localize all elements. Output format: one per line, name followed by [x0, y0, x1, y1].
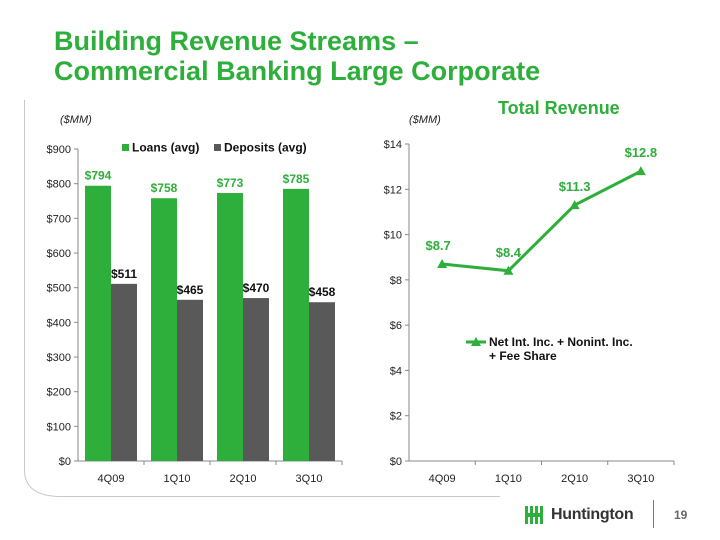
bar-y-tick-label: $600: [47, 248, 71, 260]
legend-line-label-2: + Fee Share: [489, 349, 557, 363]
legend-deposits-swatch: [214, 144, 221, 151]
line-x-tick-label: 4Q09: [429, 473, 456, 485]
legend-loans-label: Loans (avg): [132, 141, 199, 155]
frame-line-left: [24, 100, 25, 470]
bar-y-tick-label: $900: [47, 144, 71, 156]
bar-y-tick-label: $500: [47, 283, 71, 295]
bar-y-tick-label: $800: [47, 179, 71, 191]
line-chart-unit-label: ($MM): [409, 114, 441, 126]
legend-marker-icon: [471, 337, 481, 346]
deposits-data-label: $458: [309, 285, 336, 299]
deposits-data-label: $470: [243, 281, 270, 295]
bar-y-tick-label: $300: [47, 352, 71, 364]
revenue-point-marker: [437, 259, 448, 269]
legend-loans-swatch: [122, 144, 129, 151]
line-y-tick-label: $2: [390, 411, 402, 423]
revenue-point-marker: [569, 200, 580, 210]
frame-line-bottom: [60, 496, 500, 497]
huntington-logo-icon: [525, 506, 543, 524]
title-line-2: Commercial Banking Large Corporate: [54, 56, 541, 86]
loans-data-label: $773: [217, 176, 244, 190]
bar-y-tick-label: $100: [47, 421, 71, 433]
huntington-logo: Huntington: [525, 506, 634, 524]
line-y-tick-label: $14: [384, 139, 402, 151]
line-x-tick-label: 3Q10: [627, 473, 654, 485]
legend-line-label-1: Net Int. Inc. + Nonint. Inc.: [489, 335, 633, 349]
loans-data-label: $794: [85, 169, 112, 183]
page-number: 19: [674, 508, 688, 522]
bar-y-tick-label: $700: [47, 213, 71, 225]
loans-data-label: $785: [283, 172, 310, 186]
logo-divider: [653, 500, 654, 528]
deposits-bar: [177, 299, 203, 461]
revenue-data-label: $8.4: [496, 245, 522, 260]
revenue-line: [441, 169, 642, 273]
line-x-tick-label: 2Q10: [561, 473, 588, 485]
loans-data-label: $758: [151, 181, 178, 195]
loans-bar: [217, 193, 243, 461]
bar-y-tick-label: $200: [47, 387, 71, 399]
bar-x-tick-label: 4Q09: [98, 473, 125, 485]
chart-subtitle: Total Revenue: [498, 98, 620, 118]
bar-x-tick-label: 3Q10: [296, 473, 323, 485]
revenue-data-label: $8.7: [425, 238, 450, 253]
revenue-point-marker: [503, 265, 514, 275]
line-y-tick-label: $8: [390, 275, 402, 287]
revenue-point-marker: [635, 166, 646, 176]
line-y-tick-label: $10: [384, 230, 402, 242]
line-y-tick-label: $0: [390, 456, 402, 468]
deposits-data-label: $511: [111, 267, 137, 281]
logo-text: Huntington: [551, 506, 634, 523]
revenue-data-label: $11.3: [559, 179, 591, 194]
line-x-tick-label: 1Q10: [495, 473, 522, 485]
bar-chart-unit-label: ($MM): [60, 114, 92, 126]
revenue-data-label: $12.8: [625, 145, 658, 160]
slide-title: Building Revenue Streams – Commercial Ba…: [54, 26, 540, 86]
line-y-tick-label: $12: [384, 184, 402, 196]
bar-x-tick-label: 1Q10: [164, 473, 191, 485]
loans-bar: [151, 198, 177, 461]
deposits-bar: [309, 302, 335, 461]
deposits-bar: [243, 298, 269, 461]
legend-deposits-label: Deposits (avg): [224, 141, 307, 155]
line-y-tick-label: $6: [390, 320, 402, 332]
line-y-tick-label: $4: [390, 365, 402, 377]
title-line-1: Building Revenue Streams –: [54, 26, 419, 56]
deposits-bar: [111, 283, 137, 461]
bar-x-tick-label: 2Q10: [230, 473, 257, 485]
bar-y-tick-label: $400: [47, 317, 71, 329]
loans-bar: [85, 185, 111, 461]
bar-y-tick-label: $0: [59, 456, 71, 468]
loans-bar: [283, 188, 309, 461]
deposits-data-label: $465: [177, 283, 204, 297]
